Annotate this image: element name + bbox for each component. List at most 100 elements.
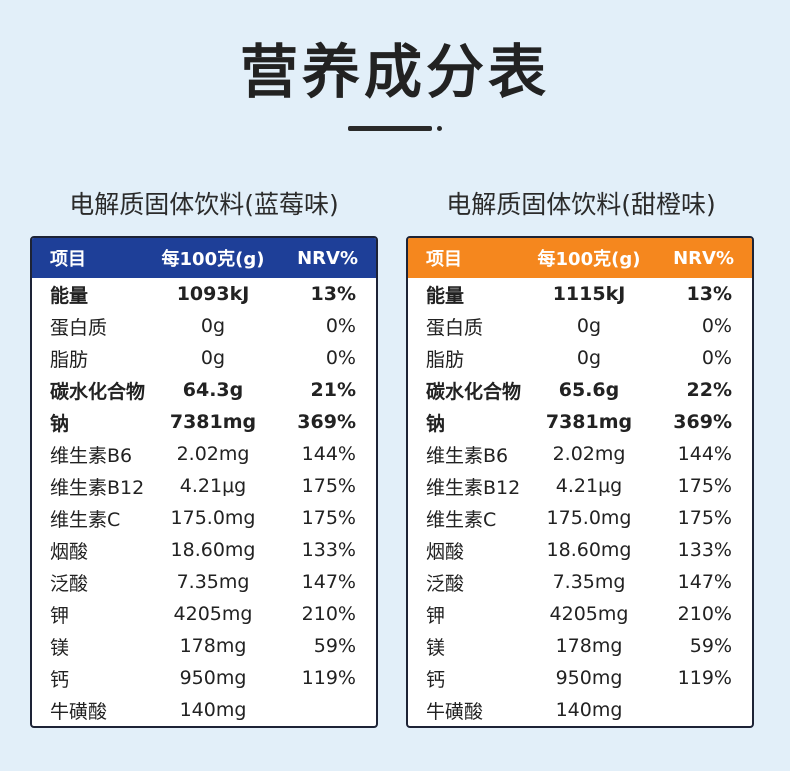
table-header: 项目 每100克(g) NRV% bbox=[32, 238, 376, 278]
nutrient-nrv: 59% bbox=[689, 635, 732, 657]
nutrient-name: 泛酸 bbox=[50, 572, 89, 595]
nutrient-amount: 64.3g bbox=[182, 379, 244, 401]
nutrient-amount: 178mg bbox=[179, 635, 247, 657]
nutrient-name: 烟酸 bbox=[426, 540, 465, 563]
nutrient-nrv: 21% bbox=[310, 379, 356, 401]
table-row: 碳水化合物 65.6g 22% bbox=[408, 374, 752, 406]
table-row: 蛋白质 0g 0% bbox=[32, 310, 376, 342]
nutrient-amount: 0g bbox=[200, 347, 226, 369]
nutrient-amount: 4.21μg bbox=[179, 475, 247, 497]
nutrient-name: 泛酸 bbox=[426, 572, 465, 595]
nutrient-nrv: 13% bbox=[310, 283, 356, 305]
nutrient-amount: 140mg bbox=[179, 699, 247, 721]
nutrient-nrv: 144% bbox=[677, 443, 732, 465]
table-row: 牛磺酸 140mg bbox=[408, 694, 752, 726]
nutrient-amount: 1093kJ bbox=[176, 283, 250, 305]
nutrient-nrv: 175% bbox=[301, 475, 356, 497]
nutrient-amount: 7.35mg bbox=[176, 571, 250, 593]
nutrient-name: 脂肪 bbox=[50, 348, 89, 371]
table-row: 维生素B6 2.02mg 144% bbox=[32, 438, 376, 470]
nutrient-name: 能量 bbox=[426, 284, 465, 307]
table-row: 钠 7381mg 369% bbox=[408, 406, 752, 438]
table-row: 烟酸 18.60mg 133% bbox=[32, 534, 376, 566]
nutrient-nrv: 210% bbox=[301, 603, 356, 625]
nutrient-amount: 4.21μg bbox=[555, 475, 623, 497]
title-dot bbox=[437, 126, 442, 131]
nutrient-amount: 2.02mg bbox=[552, 443, 626, 465]
nutrient-nrv: 0% bbox=[325, 347, 356, 369]
table-row: 泛酸 7.35mg 147% bbox=[32, 566, 376, 598]
table-row: 蛋白质 0g 0% bbox=[408, 310, 752, 342]
nutrient-nrv: 119% bbox=[677, 667, 732, 689]
nutrient-nrv: 144% bbox=[301, 443, 356, 465]
nutrient-amount: 175.0mg bbox=[546, 507, 632, 529]
header-item: 项目 bbox=[50, 249, 86, 270]
nutrient-name: 钠 bbox=[426, 412, 446, 435]
table-row: 钙 950mg 119% bbox=[408, 662, 752, 694]
table-body: 能量 1093kJ 13% 蛋白质 0g 0% 脂肪 0g 0% 碳水化合物 64.3g 21% 钠 73… bbox=[32, 278, 376, 726]
nutrition-table-orange: 项目 每100克(g) NRV% 能量 1115kJ 13% 蛋白质 0g 0% 脂肪 0g 0… bbox=[406, 236, 754, 728]
table-row: 维生素B12 4.21μg 175% bbox=[408, 470, 752, 502]
nutrient-name: 烟酸 bbox=[50, 540, 89, 563]
table-body: 能量 1115kJ 13% 蛋白质 0g 0% 脂肪 0g 0% 碳水化合物 65.6g 22% 钠 73… bbox=[408, 278, 752, 726]
nutrient-name: 维生素C bbox=[426, 508, 497, 531]
table-row: 能量 1115kJ 13% bbox=[408, 278, 752, 310]
nutrient-amount: 0g bbox=[200, 315, 226, 337]
table-caption-orange: 电解质固体饮料(甜橙味) bbox=[446, 190, 716, 219]
table-row: 泛酸 7.35mg 147% bbox=[408, 566, 752, 598]
nutrient-amount: 18.60mg bbox=[546, 539, 632, 561]
nutrient-nrv: 0% bbox=[701, 315, 732, 337]
table-row: 维生素B12 4.21μg 175% bbox=[32, 470, 376, 502]
nutrient-name: 牛磺酸 bbox=[426, 700, 484, 723]
table-row: 维生素B6 2.02mg 144% bbox=[408, 438, 752, 470]
nutrient-nrv: 210% bbox=[677, 603, 732, 625]
nutrient-nrv: 175% bbox=[677, 507, 732, 529]
table-row: 维生素C 175.0mg 175% bbox=[32, 502, 376, 534]
nutrient-name: 维生素B6 bbox=[426, 444, 509, 467]
nutrient-nrv: 147% bbox=[677, 571, 732, 593]
table-row: 钾 4205mg 210% bbox=[408, 598, 752, 630]
nutrient-nrv: 22% bbox=[686, 379, 732, 401]
nutrient-nrv: 369% bbox=[297, 411, 356, 433]
nutrient-amount: 950mg bbox=[179, 667, 247, 689]
nutrition-table-blueberry: 项目 每100克(g) NRV% 能量 1093kJ 13% 蛋白质 0g 0% 脂肪 0g 0… bbox=[30, 236, 378, 728]
title-underline bbox=[348, 126, 432, 131]
table-row: 维生素C 175.0mg 175% bbox=[408, 502, 752, 534]
nutrient-amount: 175.0mg bbox=[170, 507, 256, 529]
header-nrv: NRV% bbox=[297, 247, 358, 269]
nutrient-amount: 4205mg bbox=[549, 603, 629, 625]
header-amount: 每100克(g) bbox=[161, 249, 265, 270]
nutrient-amount: 2.02mg bbox=[176, 443, 250, 465]
table-row: 钙 950mg 119% bbox=[32, 662, 376, 694]
nutrient-nrv: 133% bbox=[301, 539, 356, 561]
nutrient-nrv: 13% bbox=[686, 283, 732, 305]
nutrient-name: 钾 bbox=[50, 604, 70, 627]
nutrient-nrv: 59% bbox=[313, 635, 356, 657]
table-row: 能量 1093kJ 13% bbox=[32, 278, 376, 310]
nutrient-amount: 7.35mg bbox=[552, 571, 626, 593]
table-row: 碳水化合物 64.3g 21% bbox=[32, 374, 376, 406]
table-header: 项目 每100克(g) NRV% bbox=[408, 238, 752, 278]
nutrient-name: 镁 bbox=[426, 636, 446, 659]
table-row: 烟酸 18.60mg 133% bbox=[408, 534, 752, 566]
nutrient-nrv: 175% bbox=[677, 475, 732, 497]
nutrient-amount: 1115kJ bbox=[552, 283, 626, 305]
nutrient-amount: 0g bbox=[576, 315, 602, 337]
table-row: 镁 178mg 59% bbox=[408, 630, 752, 662]
nutrient-nrv: 369% bbox=[673, 411, 732, 433]
table-row: 镁 178mg 59% bbox=[32, 630, 376, 662]
nutrient-amount: 0g bbox=[576, 347, 602, 369]
nutrient-amount: 65.6g bbox=[558, 379, 620, 401]
nutrient-name: 维生素B12 bbox=[426, 476, 521, 499]
nutrient-nrv: 133% bbox=[677, 539, 732, 561]
nutrient-amount: 18.60mg bbox=[170, 539, 256, 561]
nutrient-name: 碳水化合物 bbox=[50, 380, 146, 403]
nutrient-nrv: 119% bbox=[301, 667, 356, 689]
nutrient-name: 牛磺酸 bbox=[50, 700, 108, 723]
table-row: 钠 7381mg 369% bbox=[32, 406, 376, 438]
nutrient-name: 能量 bbox=[50, 284, 89, 307]
nutrient-nrv: 175% bbox=[301, 507, 356, 529]
nutrient-name: 维生素B12 bbox=[50, 476, 145, 499]
table-row: 脂肪 0g 0% bbox=[408, 342, 752, 374]
header-item: 项目 bbox=[426, 249, 462, 270]
